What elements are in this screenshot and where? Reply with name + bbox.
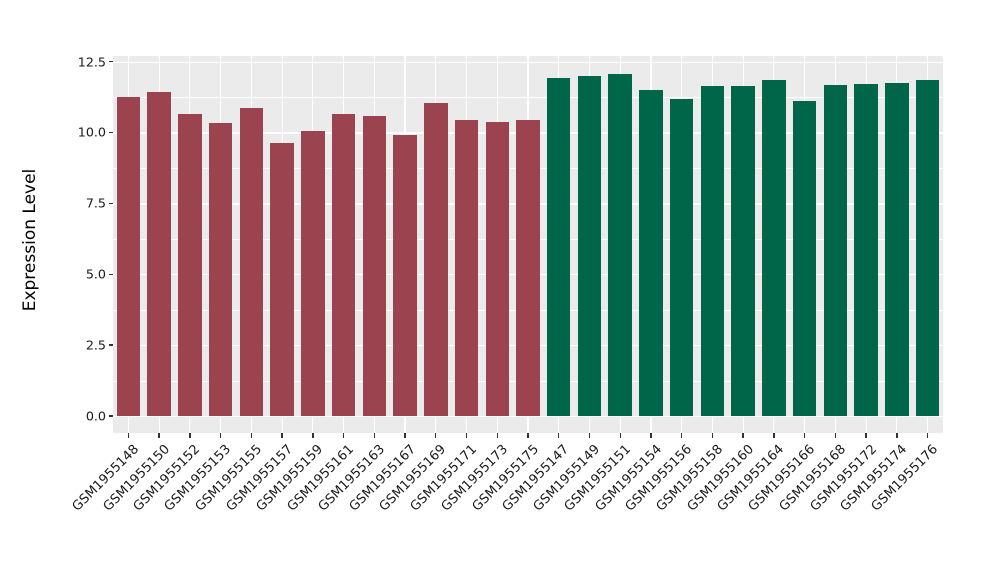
x-tick-mark [342,433,345,438]
y-tick-mark [108,131,113,134]
x-tick-mark [373,433,375,438]
x-tick-mark [435,433,437,438]
x-tick-mark [619,433,621,438]
bar-GSM1955153 [208,123,233,416]
y-tick-label: 2.5 [85,337,106,353]
y-tick-label: 12.5 [77,54,106,69]
x-tick-mark [773,433,775,438]
bar-GSM1955157 [270,143,294,416]
x-tick-mark [926,433,929,438]
bar-GSM1955150 [147,91,171,416]
y-tick-label: 7.5 [85,195,106,211]
x-tick-mark [496,433,498,438]
y-tick-mark [108,415,113,417]
x-tick-mark [588,433,591,438]
x-tick-mark [250,433,253,438]
bar-GSM1955154 [639,90,663,416]
x-tick-mark [158,433,160,438]
y-tick-mark [108,202,113,204]
y-tick-label: 0.0 [85,408,106,424]
bar-GSM1955156 [669,98,694,416]
x-tick-mark [465,433,468,438]
x-tick-mark [896,433,898,438]
x-tick-mark [219,433,222,438]
bar-GSM1955158 [700,86,725,416]
y-axis-title: Expression Level [20,168,40,312]
bar-GSM1955160 [731,86,755,416]
x-tick-mark [281,433,283,438]
x-tick-mark [681,433,683,438]
bar-GSM1955168 [823,84,848,416]
x-tick-mark [803,433,806,438]
x-tick-mark [527,433,529,438]
bar-GSM1955175 [516,119,540,416]
plot-panel [113,56,943,433]
bar-GSM1955169 [424,103,448,416]
bar-GSM1955155 [239,107,264,416]
bar-GSM1955174 [885,83,909,416]
x-tick-mark [711,433,714,438]
x-tick-mark [189,433,191,438]
bar-GSM1955164 [762,80,786,416]
x-tick-mark [312,433,314,438]
x-tick-mark [865,433,867,438]
x-tick-mark [650,433,652,438]
y-tick-mark [108,60,113,63]
bar-GSM1955149 [577,75,602,416]
x-tick-mark [558,433,560,438]
bar-GSM1955172 [854,83,878,416]
y-tick-mark [108,273,113,275]
bar-GSM1955176 [915,79,940,416]
bar-GSM1955151 [608,73,632,416]
bar-GSM1955152 [178,113,202,416]
y-tick-label: 10.0 [77,124,106,140]
bar-GSM1955161 [331,114,356,416]
y-tick-mark [108,344,113,346]
bar-GSM1955163 [362,116,387,416]
bar-GSM1955159 [301,130,325,416]
x-tick-mark [127,433,130,438]
x-tick-mark [404,433,406,438]
bar-GSM1955147 [546,78,571,416]
bar-GSM1955166 [792,100,817,416]
bar-GSM1955167 [393,134,417,416]
y-tick-label: 5.0 [85,266,106,282]
bar-GSM1955173 [485,122,509,416]
bar-GSM1955148 [116,96,141,416]
bar-GSM1955171 [454,119,479,416]
x-tick-mark [834,433,837,438]
x-tick-mark [742,433,744,438]
